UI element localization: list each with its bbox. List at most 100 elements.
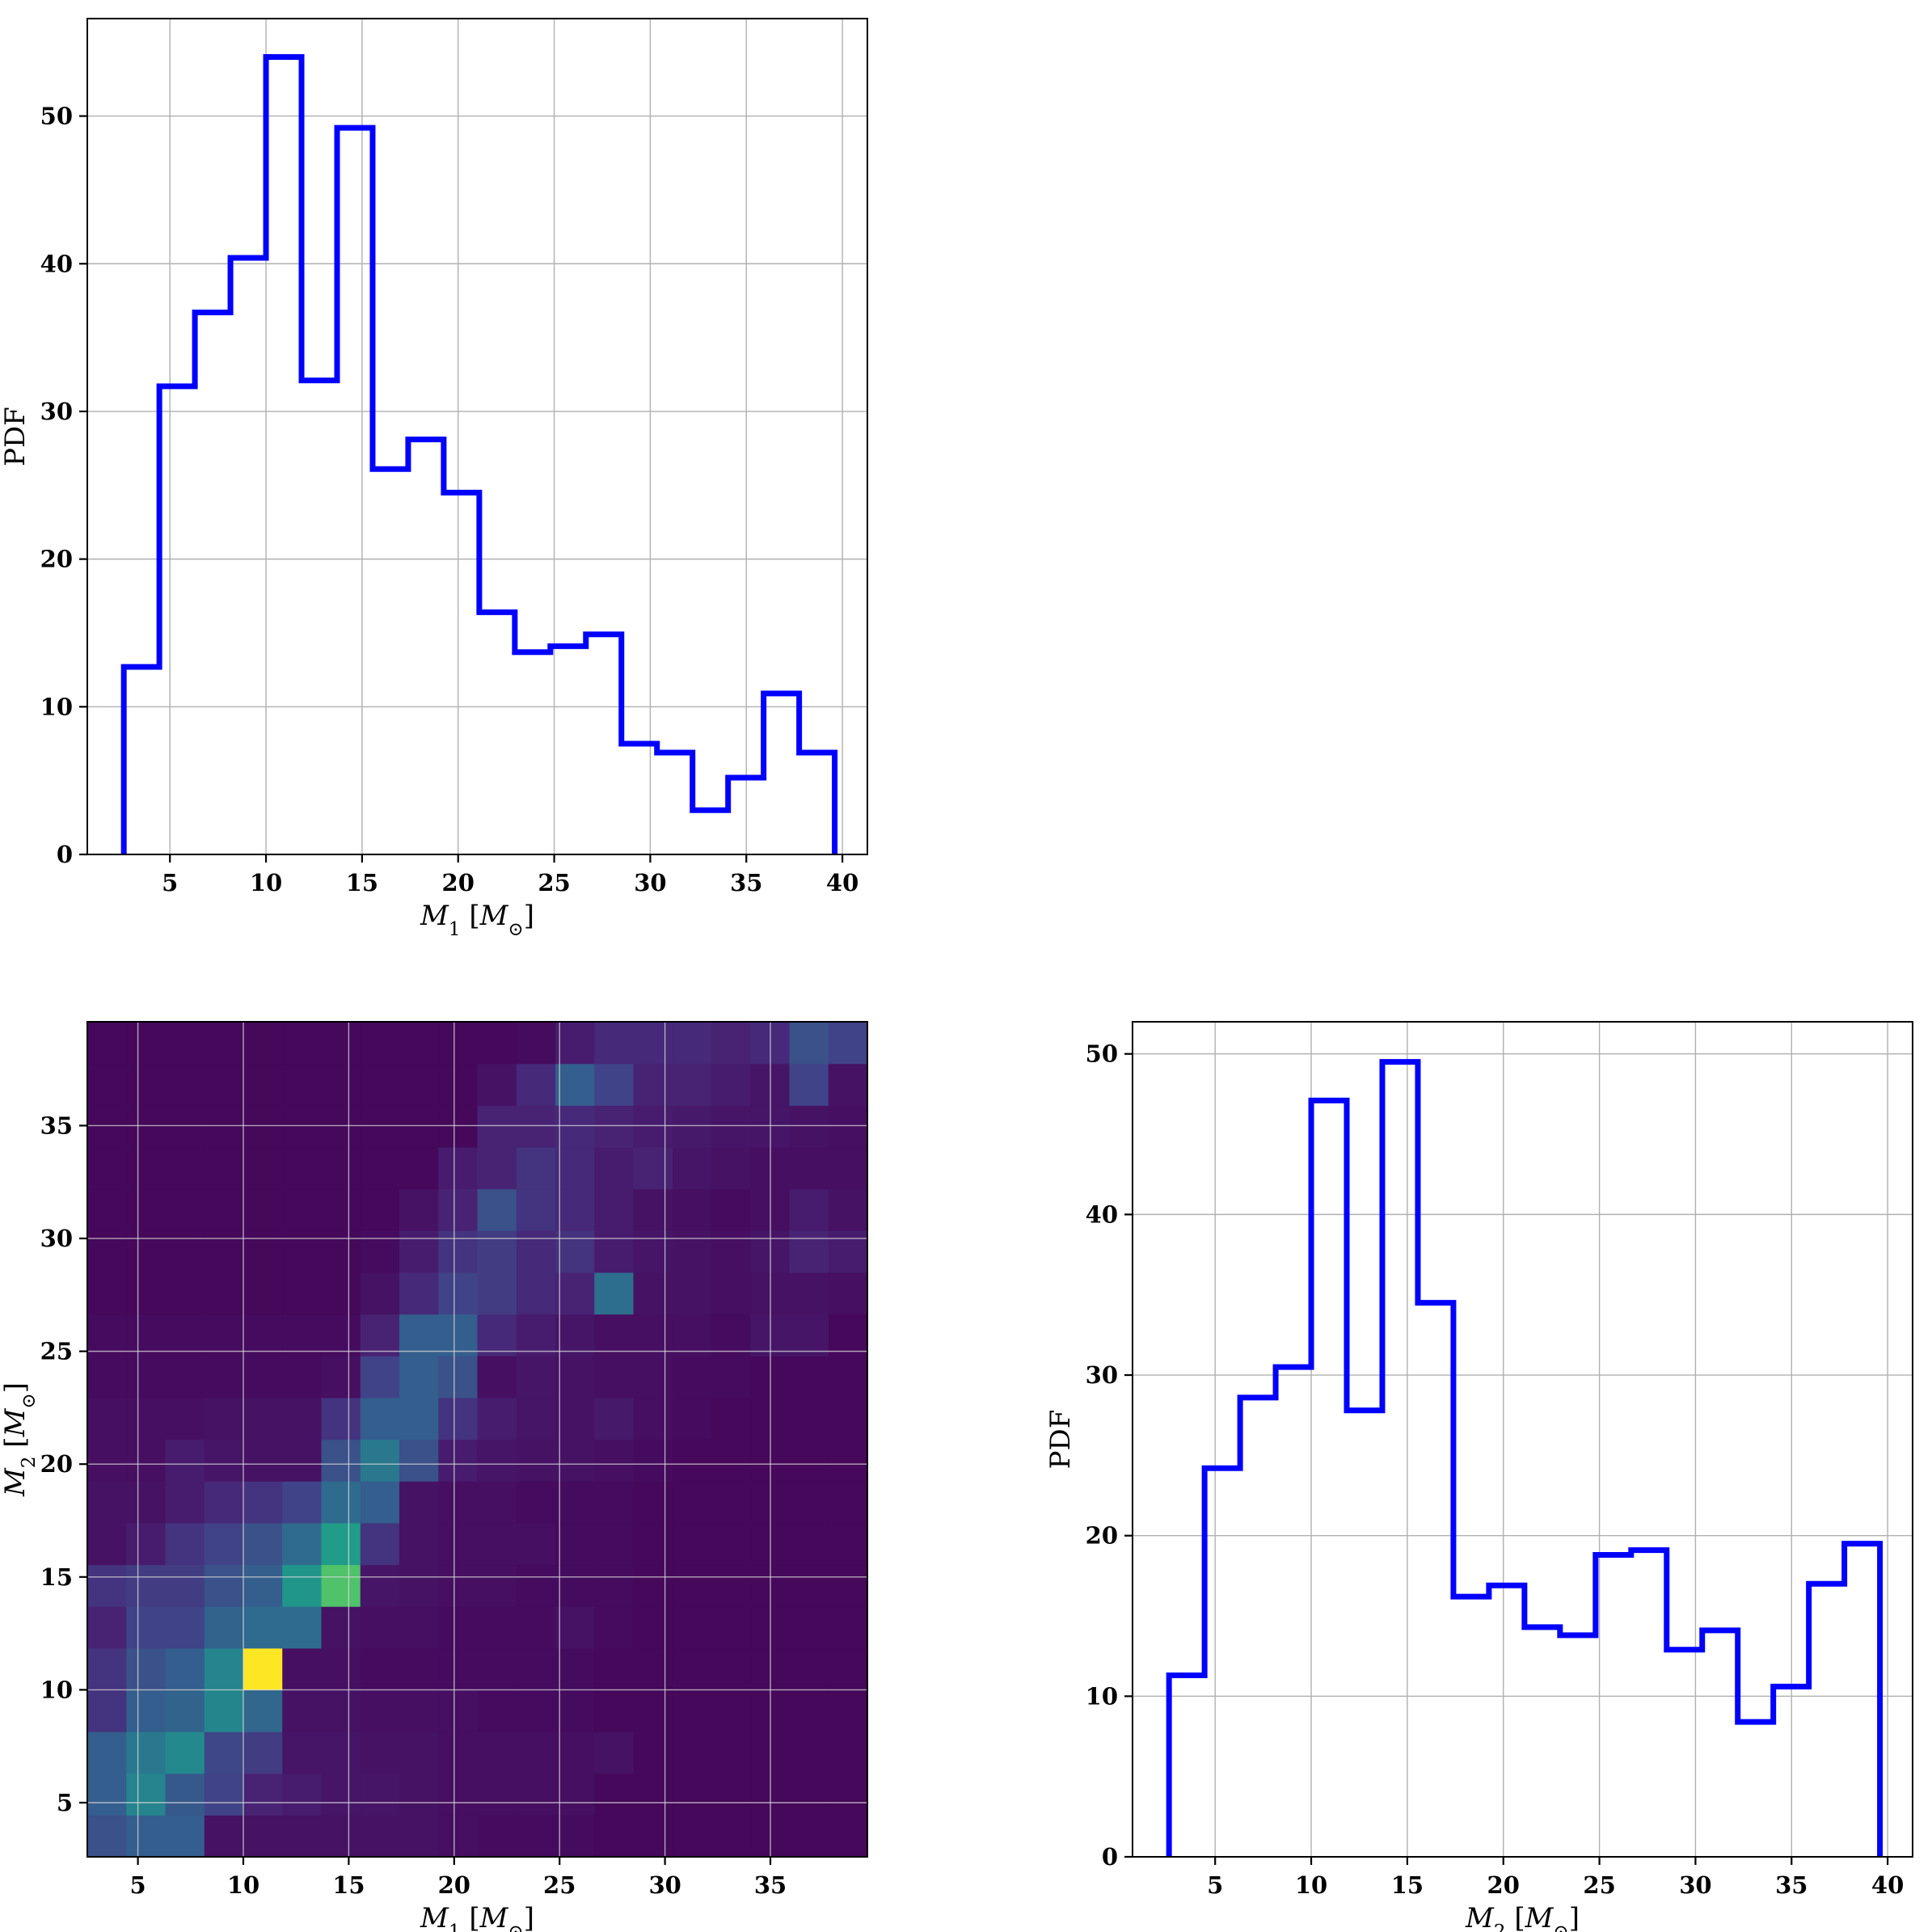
heatmap-cell <box>516 1105 556 1148</box>
heatmap-cell <box>516 1188 556 1231</box>
heatmap-cell <box>243 1188 283 1231</box>
heatmap-cell <box>165 1314 205 1356</box>
heatmap-cell <box>87 1105 127 1148</box>
histogram-bin <box>586 635 622 854</box>
heatmap-cell <box>594 1481 635 1524</box>
heatmap-cell <box>789 1689 829 1732</box>
heatmap-cell <box>516 1397 556 1441</box>
heatmap-cell <box>243 1564 283 1607</box>
heatmap-cell <box>672 1356 712 1398</box>
heatmap-cell <box>477 1063 517 1106</box>
heatmap-cell <box>87 1314 127 1356</box>
heatmap-cell <box>789 1188 829 1231</box>
heatmap-cell <box>672 1314 712 1356</box>
label-subscript: ⊙ <box>19 1393 40 1408</box>
heatmap-cell <box>555 1146 595 1190</box>
heatmap-cell <box>360 1356 400 1398</box>
histogram-bin <box>1667 1650 1702 1857</box>
heatmap-cell <box>672 1272 712 1315</box>
heatmap-cell <box>360 1230 400 1273</box>
heatmap-cell <box>711 1522 751 1566</box>
heatmap-cell <box>126 1815 167 1858</box>
heatmap-cell <box>243 1230 283 1273</box>
heatmap-cell <box>828 1397 868 1441</box>
y-tick-label: 50 <box>40 103 73 130</box>
heatmap-cell <box>711 1606 751 1649</box>
heatmap-cell <box>87 1732 127 1774</box>
heatmap-cell <box>126 1689 167 1732</box>
heatmap-cell <box>789 1439 829 1482</box>
heatmap-cell <box>321 1439 361 1482</box>
heatmap-cell <box>828 1522 868 1566</box>
label-symbol: M <box>0 1467 32 1497</box>
heatmap-cell <box>243 1397 283 1441</box>
x-tick-label: 35 <box>730 869 762 896</box>
label-symbol: M <box>420 1902 449 1932</box>
heatmap-cell <box>594 1230 635 1273</box>
heatmap-cell <box>126 1606 167 1649</box>
histogram-bin <box>657 753 693 854</box>
heatmap-cell <box>555 1647 595 1690</box>
heatmap-cell <box>672 1522 712 1566</box>
heatmap-cell <box>594 1105 635 1148</box>
heatmap-cell <box>828 1564 868 1607</box>
histogram-bin <box>1738 1722 1774 1857</box>
heatmap-cell <box>633 1314 673 1356</box>
heatmap-cell <box>828 1063 868 1106</box>
heatmap-cell <box>516 1647 556 1690</box>
heatmap-cell <box>399 1647 439 1690</box>
histogram-bin <box>159 386 195 854</box>
heatmap-cell <box>165 1272 205 1315</box>
heatmap-cell <box>360 1522 400 1566</box>
heatmap-cell <box>555 1439 595 1482</box>
heatmap-cell <box>633 1815 673 1858</box>
y-tick-label: 20 <box>40 546 73 573</box>
heatmap-cell <box>516 1022 556 1065</box>
heatmap-cell <box>126 1732 167 1774</box>
x-tick-label: 20 <box>438 1871 470 1899</box>
histogram-bin <box>124 667 159 854</box>
heatmap-cell <box>165 1146 205 1190</box>
x-axis-label: M1 [M⊙] <box>420 900 534 940</box>
histogram-bin <box>728 778 764 854</box>
heatmap-cell <box>594 1356 635 1398</box>
histogram-bin <box>550 646 586 854</box>
heatmap-cell <box>360 1564 400 1607</box>
heatmap-cell <box>672 1647 712 1690</box>
heatmap-cell <box>399 1815 439 1858</box>
histogram-bin <box>1382 1062 1418 1857</box>
heatmap-cell <box>399 1356 439 1398</box>
heatmap-cell <box>87 1022 127 1065</box>
heatmap-cell <box>828 1146 868 1190</box>
heatmap-cell <box>360 1606 400 1649</box>
heatmap-cell <box>789 1564 829 1607</box>
axes-frame <box>86 1021 868 1858</box>
x-axis-label: M2 [M⊙] <box>1465 1902 1580 1932</box>
heatmap-cell <box>516 1815 556 1858</box>
heatmap-cell <box>555 1397 595 1441</box>
heatmap-cell <box>516 1356 556 1398</box>
heatmap-cell <box>126 1647 167 1690</box>
heatmap-cell <box>711 1564 751 1607</box>
heatmap-cell <box>438 1606 479 1649</box>
histogram-step-line <box>1166 1059 1883 1857</box>
heatmap-cell <box>87 1230 127 1273</box>
heatmap-cell <box>828 1773 868 1816</box>
heatmap-cell <box>672 1564 712 1607</box>
heatmap-cell <box>828 1272 868 1315</box>
heatmap-cell <box>594 1564 635 1607</box>
heatmap-cell <box>243 1773 283 1816</box>
heatmap-cell <box>594 1272 635 1315</box>
heatmap-cell <box>243 1439 283 1482</box>
heatmap-cell <box>204 1314 244 1356</box>
heatmap-cell <box>360 1732 400 1774</box>
heatmap-cell <box>282 1063 323 1106</box>
heatmap-cell <box>360 1146 400 1190</box>
heatmap-cell <box>282 1022 323 1065</box>
heatmap-cell <box>711 1022 751 1065</box>
heatmap-cell <box>87 1272 127 1315</box>
histogram-bin <box>693 810 728 854</box>
heatmap-cell <box>360 1397 400 1441</box>
heatmap-cell <box>594 1439 635 1482</box>
heatmap-cell <box>789 1230 829 1273</box>
